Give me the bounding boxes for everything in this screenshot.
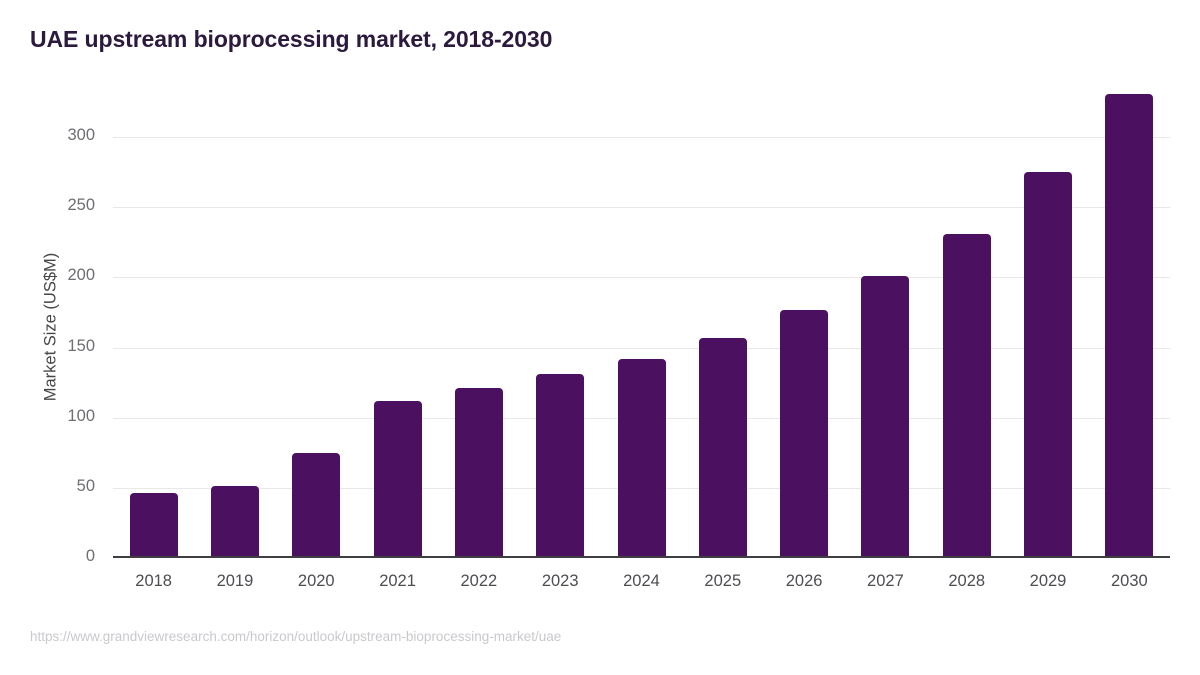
- source-url: https://www.grandviewresearch.com/horizo…: [30, 629, 562, 644]
- y-axis-tick-label: 0: [85, 547, 95, 565]
- x-axis-tick-label: 2021: [379, 572, 416, 590]
- y-axis-tick-label: 50: [76, 476, 95, 495]
- bar[interactable]: [617, 358, 666, 558]
- x-axis-line: [113, 556, 1170, 558]
- bar-series: [113, 93, 1170, 558]
- bar[interactable]: [536, 374, 585, 558]
- x-axis-tick-label: 2018: [135, 572, 172, 590]
- x-axis-tick-label: 2022: [460, 572, 498, 590]
- gridline: [113, 347, 1170, 349]
- y-axis-tick-label: 100: [67, 406, 95, 425]
- x-axis-tick-label: 2020: [297, 572, 335, 590]
- bar[interactable]: [698, 337, 747, 558]
- page-title: UAE upstream bioprocessing market, 2018-…: [30, 26, 553, 52]
- bar[interactable]: [210, 486, 259, 558]
- x-axis-tick-label: 2019: [216, 572, 254, 590]
- gridline: [113, 207, 1170, 209]
- gridline: [113, 137, 1170, 139]
- y-axis-tick-label: 250: [67, 196, 95, 215]
- x-axis-tick-label: 2030: [1110, 572, 1148, 590]
- bar[interactable]: [1024, 172, 1073, 558]
- x-axis-tick-label: 2027: [867, 572, 904, 590]
- x-axis-tick-label: 2024: [623, 572, 660, 590]
- x-axis-tick-label: 2025: [704, 572, 742, 590]
- bar[interactable]: [129, 493, 178, 558]
- bar[interactable]: [454, 388, 503, 558]
- y-axis-tick-label: 150: [67, 336, 95, 355]
- x-axis-tick-label: 2026: [785, 572, 823, 590]
- bar[interactable]: [1105, 93, 1154, 558]
- x-axis-tick-label: 2028: [948, 572, 986, 590]
- bar[interactable]: [861, 276, 910, 558]
- gridline: [113, 277, 1170, 279]
- bar[interactable]: [780, 309, 829, 558]
- x-axis-tick-label: 2023: [541, 572, 579, 590]
- y-axis-tick-label: 300: [67, 126, 95, 145]
- bar[interactable]: [292, 452, 341, 558]
- bar[interactable]: [942, 233, 991, 558]
- plot-area: Market Size (US$M): [42, 93, 1170, 558]
- bar[interactable]: [373, 400, 422, 558]
- y-axis-tick-label: 200: [67, 266, 95, 285]
- x-axis-tick-label: 2029: [1029, 572, 1067, 590]
